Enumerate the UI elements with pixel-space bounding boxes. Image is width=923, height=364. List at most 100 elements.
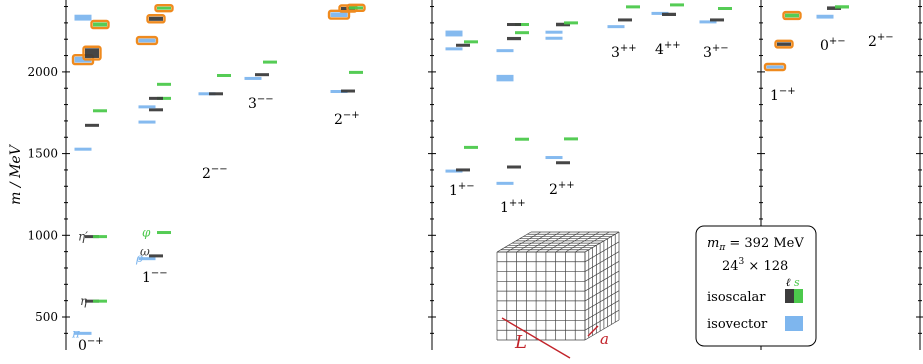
- state-isoscalar_strange: [515, 31, 529, 35]
- cube-grid-line: [565, 231, 600, 253]
- channel-label: 1++: [500, 198, 526, 216]
- channel-label: 2++: [549, 180, 575, 198]
- cube-grid-line: [584, 300, 620, 321]
- state-isoscalar_strange: [93, 235, 107, 239]
- state-isovector: [138, 38, 156, 43]
- state-isoscalar_light: [456, 168, 470, 172]
- state-isoscalar_strange: [670, 3, 684, 7]
- state-isovector: [330, 12, 348, 18]
- state-isoscalar_light: [85, 299, 99, 303]
- exotic-state-outline: [346, 3, 366, 13]
- channel-label: 2−+: [334, 110, 360, 128]
- legend-isovector-label: isovector: [707, 317, 768, 332]
- state-isovector: [816, 14, 834, 19]
- legend-flavour-strange: s: [794, 276, 800, 289]
- cube-grid-line: [506, 231, 541, 253]
- state-isoscalar_light: [556, 161, 570, 165]
- lattice-cube-illustration: [496, 231, 620, 359]
- state-isovector: [607, 25, 625, 29]
- lattice-size-arrow: [501, 317, 571, 359]
- state-isovector: [445, 169, 463, 173]
- state-isoscalar_light: [85, 235, 99, 239]
- state-isoscalar_strange: [464, 40, 478, 44]
- state-isoscalar_strange: [564, 137, 578, 141]
- cube-grid-line: [584, 319, 620, 341]
- state-isovector: [545, 156, 563, 160]
- state-isoscalar_light: [341, 89, 355, 93]
- state-isoscalar_light: [149, 16, 163, 21]
- state-isoscalar_light: [710, 18, 724, 22]
- legend-isoscalar-light-swatch: [785, 289, 794, 303]
- state-isoscalar_strange: [564, 21, 578, 25]
- state-isoscalar_strange: [515, 137, 529, 141]
- state-isovector: [545, 36, 563, 40]
- channel-label: 2+−: [868, 32, 894, 50]
- state-isovector: [198, 92, 216, 96]
- state-isovector: [496, 74, 514, 82]
- state-symbol-label: η′: [78, 230, 88, 244]
- state-isoscalar_light: [618, 18, 632, 22]
- state-symbol-label: η: [80, 294, 88, 308]
- cube-grid-line: [584, 261, 620, 282]
- state-isovector: [138, 120, 156, 124]
- state-isovector: [330, 90, 348, 94]
- state-isoscalar_light: [149, 254, 163, 258]
- legend-pion-mass: mπ = 392 MeV: [707, 236, 804, 253]
- state-isoscalar_strange: [93, 299, 107, 303]
- state-isoscalar_light: [507, 36, 521, 41]
- state-isoscalar_strange: [157, 96, 171, 100]
- state-isoscalar_strange: [515, 23, 529, 27]
- exotic-state-outline: [135, 35, 159, 46]
- lattice-spacing-label: a: [600, 330, 609, 348]
- labels-layer: 500 1000 1500 2000 0−+ 1−− 2−− 3−− 2−+ 1+− 1++ 2++ 3…: [27, 32, 893, 354]
- state-isoscalar_strange: [349, 70, 363, 74]
- state-isoscalar_light: [456, 43, 470, 47]
- exotic-state-outline: [154, 3, 174, 13]
- state-isovector: [766, 65, 784, 69]
- state-isoscalar_light: [507, 165, 521, 169]
- state-isovector: [74, 147, 92, 151]
- channel-label: 0+−: [820, 36, 846, 54]
- lattice-spacing-arrow: [587, 325, 599, 337]
- state-isovector: [138, 105, 156, 109]
- cube-grid-line: [535, 231, 571, 253]
- state-isoscalar_strange: [157, 82, 171, 86]
- state-symbol-label: ρ: [135, 251, 143, 265]
- cube-grid-line: [526, 231, 561, 253]
- cube-grid-line: [584, 231, 620, 253]
- state-isovector: [74, 331, 92, 335]
- exotic-state-outline: [774, 39, 794, 49]
- cube-grid-line: [516, 231, 551, 253]
- cube-grid-line: [584, 270, 620, 292]
- channel-label: 1−+: [770, 86, 796, 104]
- state-isovector: [445, 47, 463, 51]
- state-symbol-label: ω: [140, 245, 150, 259]
- y-tick-label: 1000: [27, 228, 58, 242]
- state-isovector: [496, 49, 514, 53]
- state-isoscalar_strange: [785, 13, 799, 18]
- state-isoscalar_light: [827, 6, 841, 10]
- state-isovector: [74, 14, 92, 21]
- state-isovector: [138, 257, 156, 261]
- legend-flavour-light: ℓ: [786, 276, 791, 289]
- state-isovector: [699, 20, 717, 24]
- exotic-state-outline: [90, 19, 110, 30]
- state-isoscalar_strange: [835, 5, 849, 9]
- state-isoscalar_light: [255, 73, 269, 77]
- state-isoscalar_light: [209, 92, 223, 96]
- channel-label: 4++: [655, 40, 681, 58]
- state-isoscalar_strange: [217, 73, 231, 77]
- channel-label: 1−−: [142, 268, 168, 286]
- exotic-state-outline: [782, 10, 802, 21]
- state-isovector: [445, 30, 463, 37]
- state-isoscalar_strange: [93, 22, 107, 27]
- state-isoscalar_strange: [93, 109, 107, 113]
- cube-grid-line: [545, 231, 581, 253]
- channel-label: 2−−: [202, 164, 228, 182]
- marks-layer: [71, 3, 849, 335]
- cube-grid-line: [584, 241, 620, 263]
- y-tick-label: 1500: [27, 147, 58, 161]
- y-axis-label: m / MeV: [8, 143, 24, 205]
